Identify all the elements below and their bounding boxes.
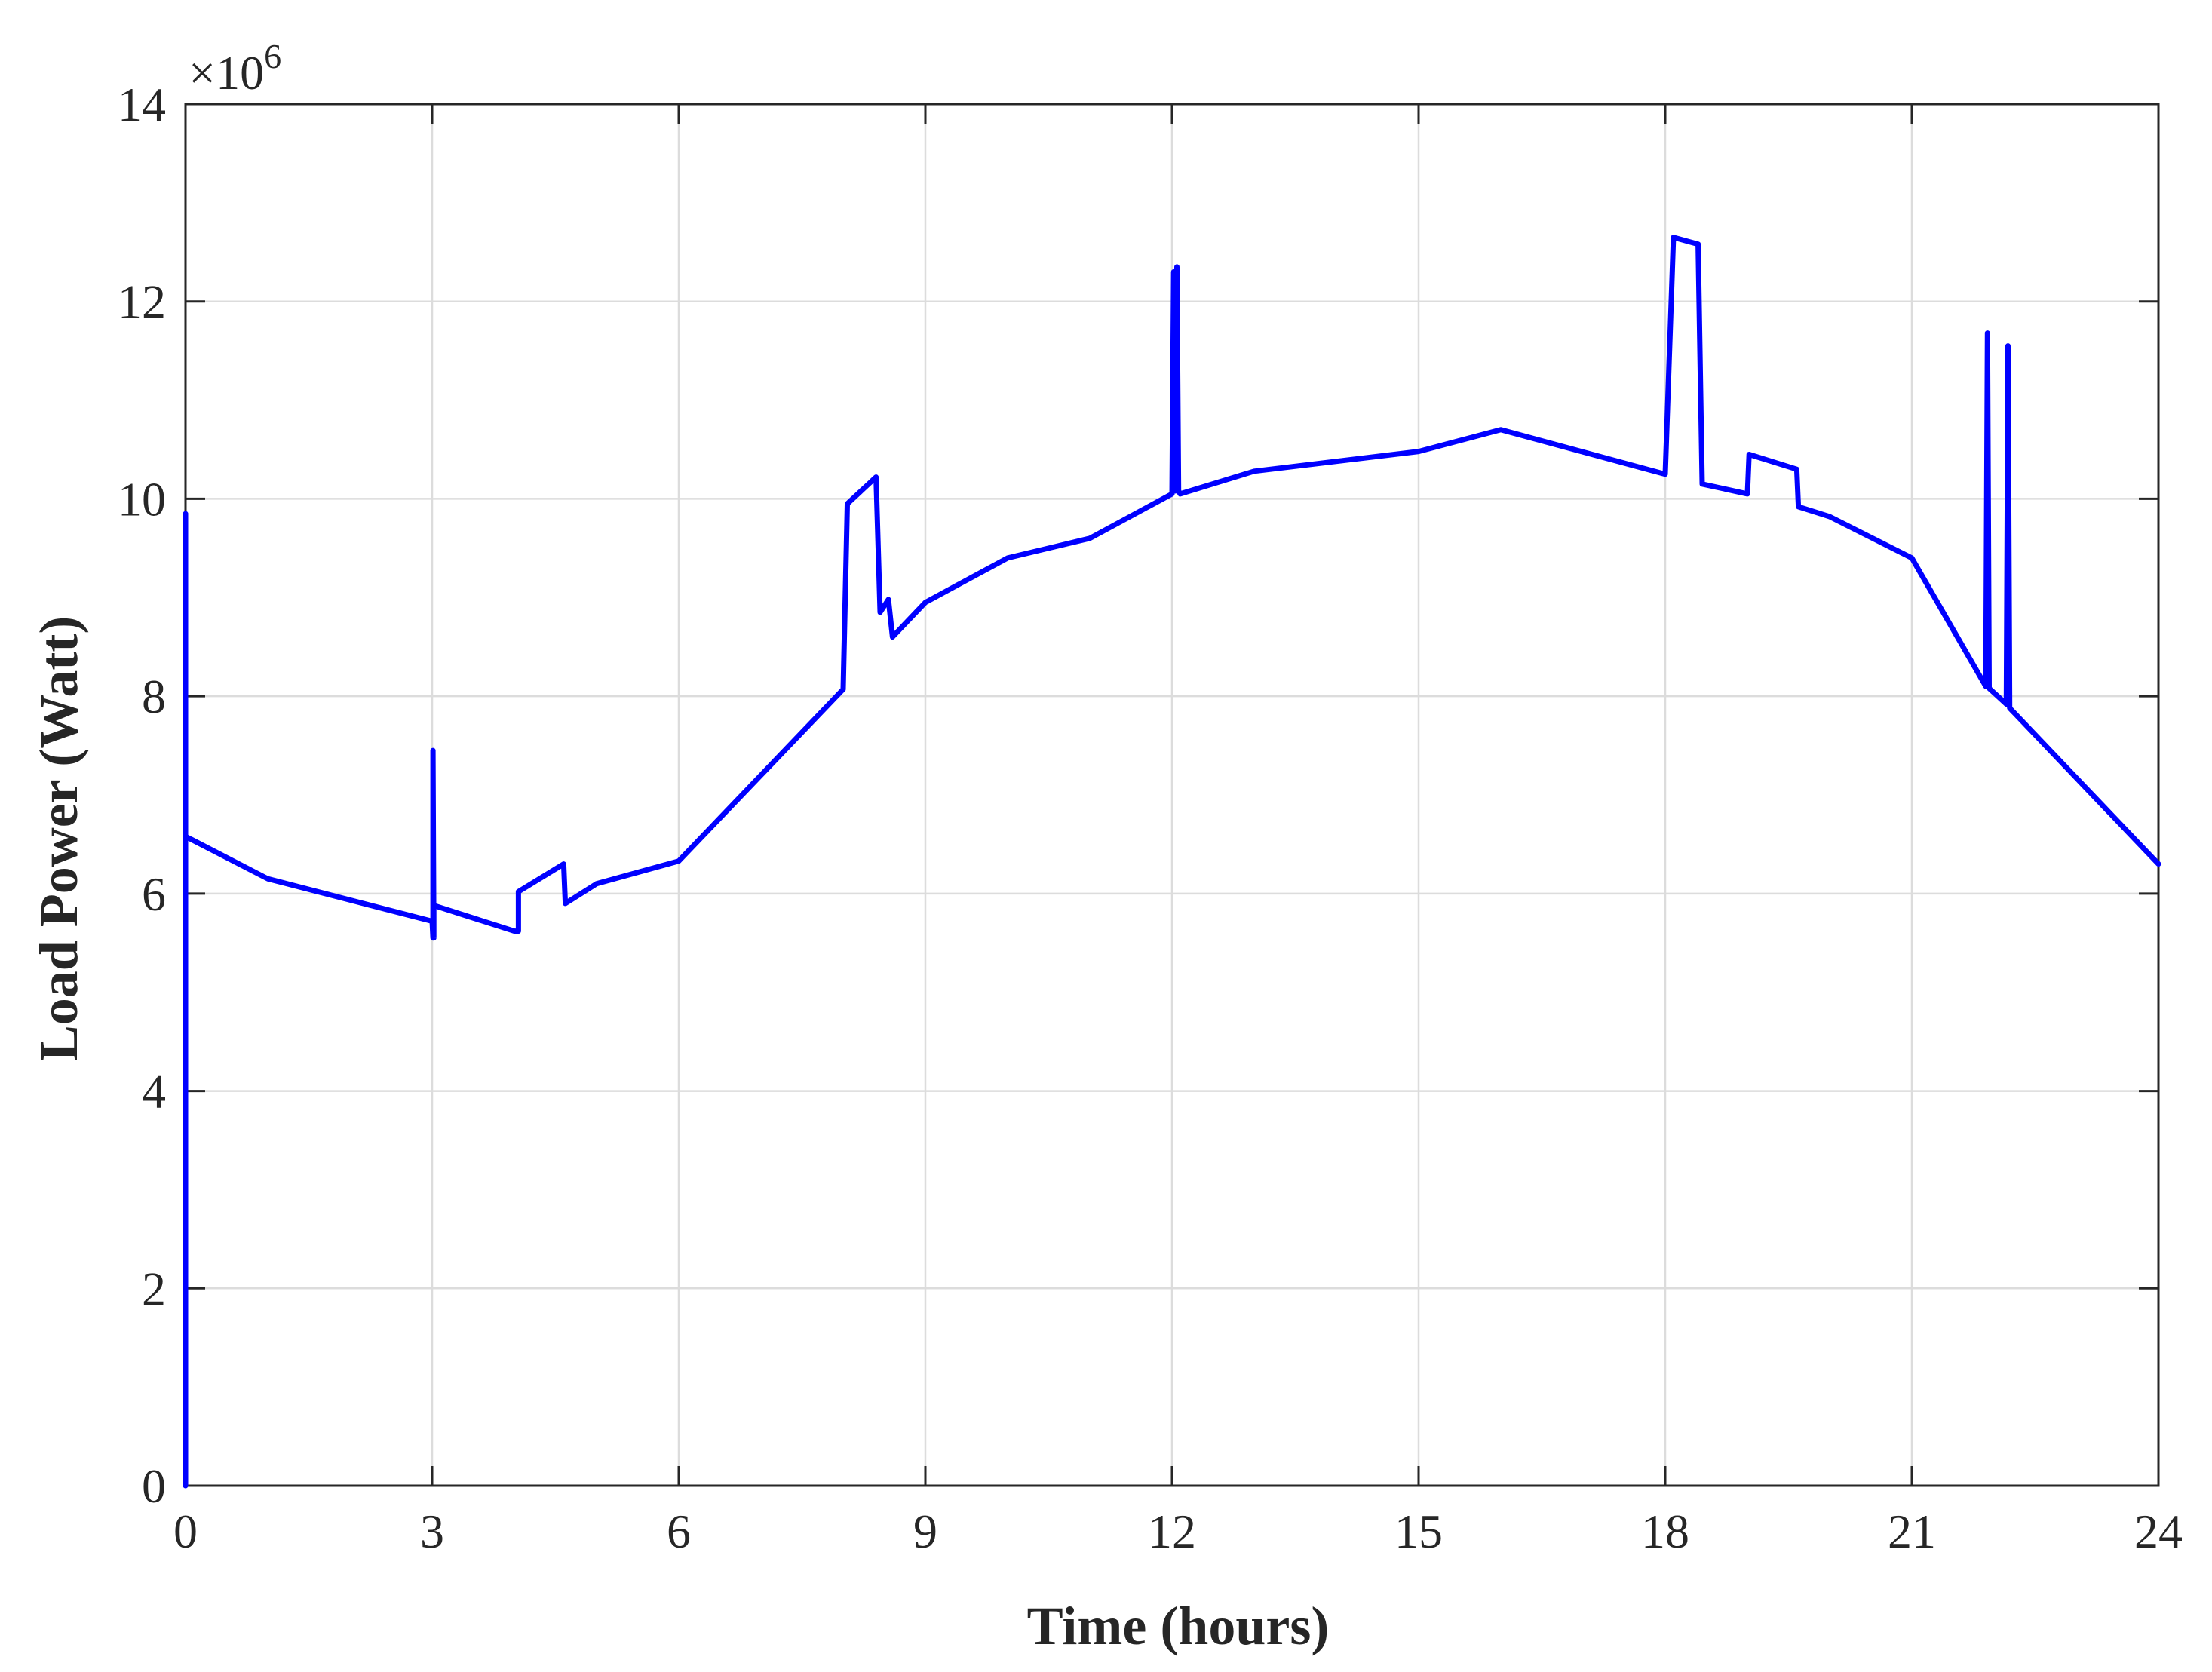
x-axis-title: Time (hours)	[1027, 1596, 1330, 1656]
y-tick-label: 6	[142, 867, 166, 921]
x-tick-label: 3	[420, 1505, 444, 1558]
y-exponent-label: ×106	[189, 37, 281, 100]
y-tick-label: 10	[118, 472, 166, 526]
x-tick-label: 15	[1394, 1505, 1443, 1558]
y-tick-label: 14	[118, 78, 166, 131]
y-tick-label: 0	[142, 1459, 166, 1513]
y-tick-label: 2	[142, 1262, 166, 1315]
x-tick-label: 0	[173, 1505, 198, 1558]
series-layer	[183, 235, 2161, 1489]
y-tick-label: 8	[142, 670, 166, 723]
y-tick-label: 4	[142, 1065, 166, 1118]
y-tick-label: 12	[118, 275, 166, 329]
y-exponent-power: 6	[264, 37, 281, 75]
x-tick-label: 24	[2134, 1505, 2183, 1558]
load-power-series-line	[183, 235, 2161, 1489]
x-tick-label: 18	[1641, 1505, 1689, 1558]
y-axis-title: Load Power (Watt)	[29, 616, 89, 1062]
x-tick-label: 9	[913, 1505, 937, 1558]
x-tick-label: 12	[1148, 1505, 1196, 1558]
x-tick-label: 6	[667, 1505, 691, 1558]
x-tick-label: 21	[1888, 1505, 1936, 1558]
